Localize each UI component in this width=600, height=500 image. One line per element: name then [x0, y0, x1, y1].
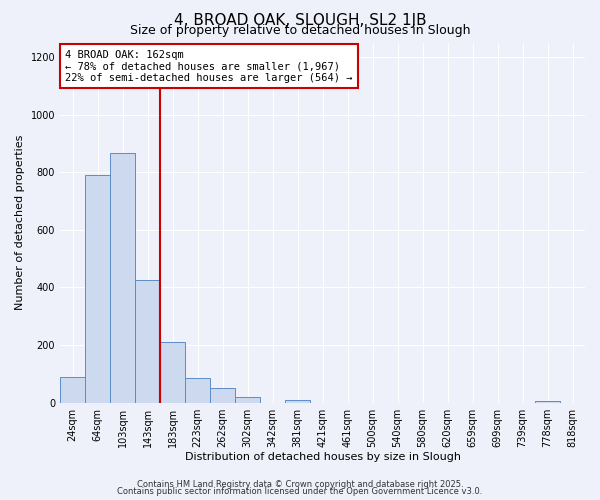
Bar [160, 342, 185, 402]
Bar [85, 175, 110, 402]
Text: 4, BROAD OAK, SLOUGH, SL2 1JB: 4, BROAD OAK, SLOUGH, SL2 1JB [173, 12, 427, 28]
Bar [135, 280, 160, 402]
Bar [285, 400, 310, 402]
Text: Size of property relative to detached houses in Slough: Size of property relative to detached ho… [130, 24, 470, 37]
Y-axis label: Number of detached properties: Number of detached properties [15, 135, 25, 310]
Text: Contains HM Land Registry data © Crown copyright and database right 2025.: Contains HM Land Registry data © Crown c… [137, 480, 463, 489]
X-axis label: Distribution of detached houses by size in Slough: Distribution of detached houses by size … [185, 452, 461, 462]
Bar [185, 378, 210, 402]
Text: Contains public sector information licensed under the Open Government Licence v3: Contains public sector information licen… [118, 487, 482, 496]
Bar [210, 388, 235, 402]
Bar [60, 377, 85, 402]
Text: 4 BROAD OAK: 162sqm
← 78% of detached houses are smaller (1,967)
22% of semi-det: 4 BROAD OAK: 162sqm ← 78% of detached ho… [65, 50, 353, 83]
Bar [110, 154, 135, 402]
Bar [235, 397, 260, 402]
